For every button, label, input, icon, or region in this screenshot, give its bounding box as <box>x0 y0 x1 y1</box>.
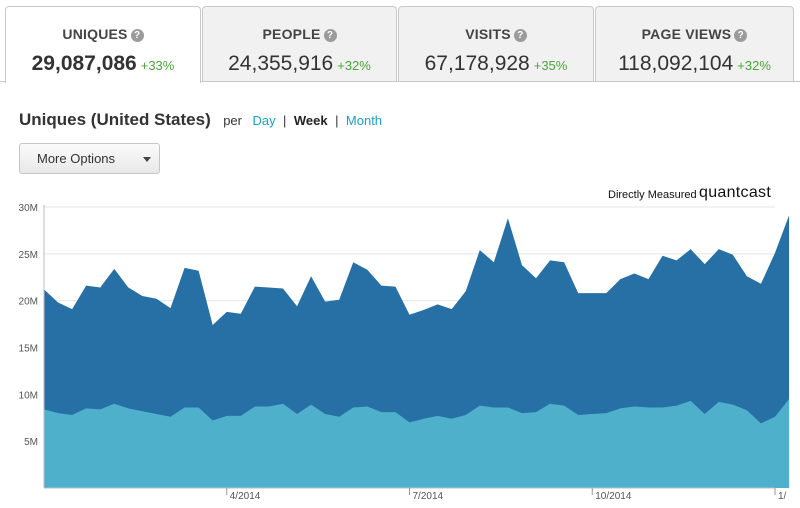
more-options-label: More Options <box>37 151 116 166</box>
metric-tabs: UNIQUES? 29,087,086 +33% PEOPLE? 24,355,9… <box>0 0 800 83</box>
x-tick-label: 7/2014 <box>413 491 444 502</box>
y-tick-label: 30M <box>19 203 38 214</box>
tab-visits-change: +35% <box>533 58 568 73</box>
tab-uniques-value: 29,087,086 <box>31 52 137 75</box>
y-tick-label: 20M <box>19 297 38 308</box>
tab-people-value: 24,355,916 <box>228 52 334 75</box>
period-day-link[interactable]: Day <box>252 113 276 128</box>
y-tick-label: 25M <box>19 250 38 261</box>
more-options-dropdown[interactable]: More Options <box>19 143 160 174</box>
tab-page-views-value: 118,092,104 <box>618 52 734 75</box>
quantcast-logo: quantcast <box>699 184 772 201</box>
tab-page-views-title: PAGE VIEWS <box>641 26 732 42</box>
help-icon[interactable]: ? <box>130 29 144 42</box>
x-tick-label: 1/ <box>778 491 787 502</box>
tab-visits-value: 67,178,928 <box>424 52 530 75</box>
help-icon[interactable]: ? <box>323 29 337 42</box>
y-axis: 30M 25M 20M 15M 10M 5M <box>19 203 45 488</box>
period-week-current[interactable]: Week <box>293 113 328 128</box>
page-title: Uniques (United States) <box>19 110 211 129</box>
chevron-down-icon <box>143 157 151 162</box>
tab-visits-title: VISITS <box>465 26 511 42</box>
tab-people-title: PEOPLE <box>262 26 321 42</box>
x-axis: 4/2014 7/2014 10/2014 1/ <box>44 487 787 502</box>
chart-heading: Uniques (United States) per Day | Week |… <box>19 110 382 130</box>
help-icon[interactable]: ? <box>734 29 748 42</box>
tab-uniques[interactable]: UNIQUES? 29,087,086 +33% <box>5 6 201 83</box>
period-month-link[interactable]: Month <box>345 113 383 128</box>
help-icon[interactable]: ? <box>513 29 527 42</box>
tab-visits[interactable]: VISITS? 67,178,928 +35% <box>398 6 594 81</box>
tab-people-change: +32% <box>337 58 371 73</box>
y-tick-label: 5M <box>24 437 38 448</box>
tab-page-views-change: +32% <box>737 58 771 73</box>
uniques-area-chart: 30M 25M 20M 15M 10M 5M 4/2014 7/2014 10/2014 1/ <box>19 203 790 502</box>
tab-uniques-title: UNIQUES <box>62 26 128 42</box>
tab-page-views[interactable]: PAGE VIEWS? 118,092,104 +32% <box>595 6 794 81</box>
y-tick-label: 15M <box>19 344 38 355</box>
directly-measured-label: Directly Measured <box>608 189 697 201</box>
tab-people[interactable]: PEOPLE? 24,355,916 +32% <box>202 6 397 81</box>
x-tick-label: 4/2014 <box>230 491 261 502</box>
tab-uniques-change: +33% <box>140 58 175 73</box>
series-lower-area <box>44 399 790 488</box>
per-label: per <box>223 113 242 128</box>
period-separator: | <box>283 113 287 128</box>
y-tick-label: 10M <box>19 390 38 401</box>
x-tick-label: 10/2014 <box>595 491 632 502</box>
period-separator: | <box>335 113 339 128</box>
